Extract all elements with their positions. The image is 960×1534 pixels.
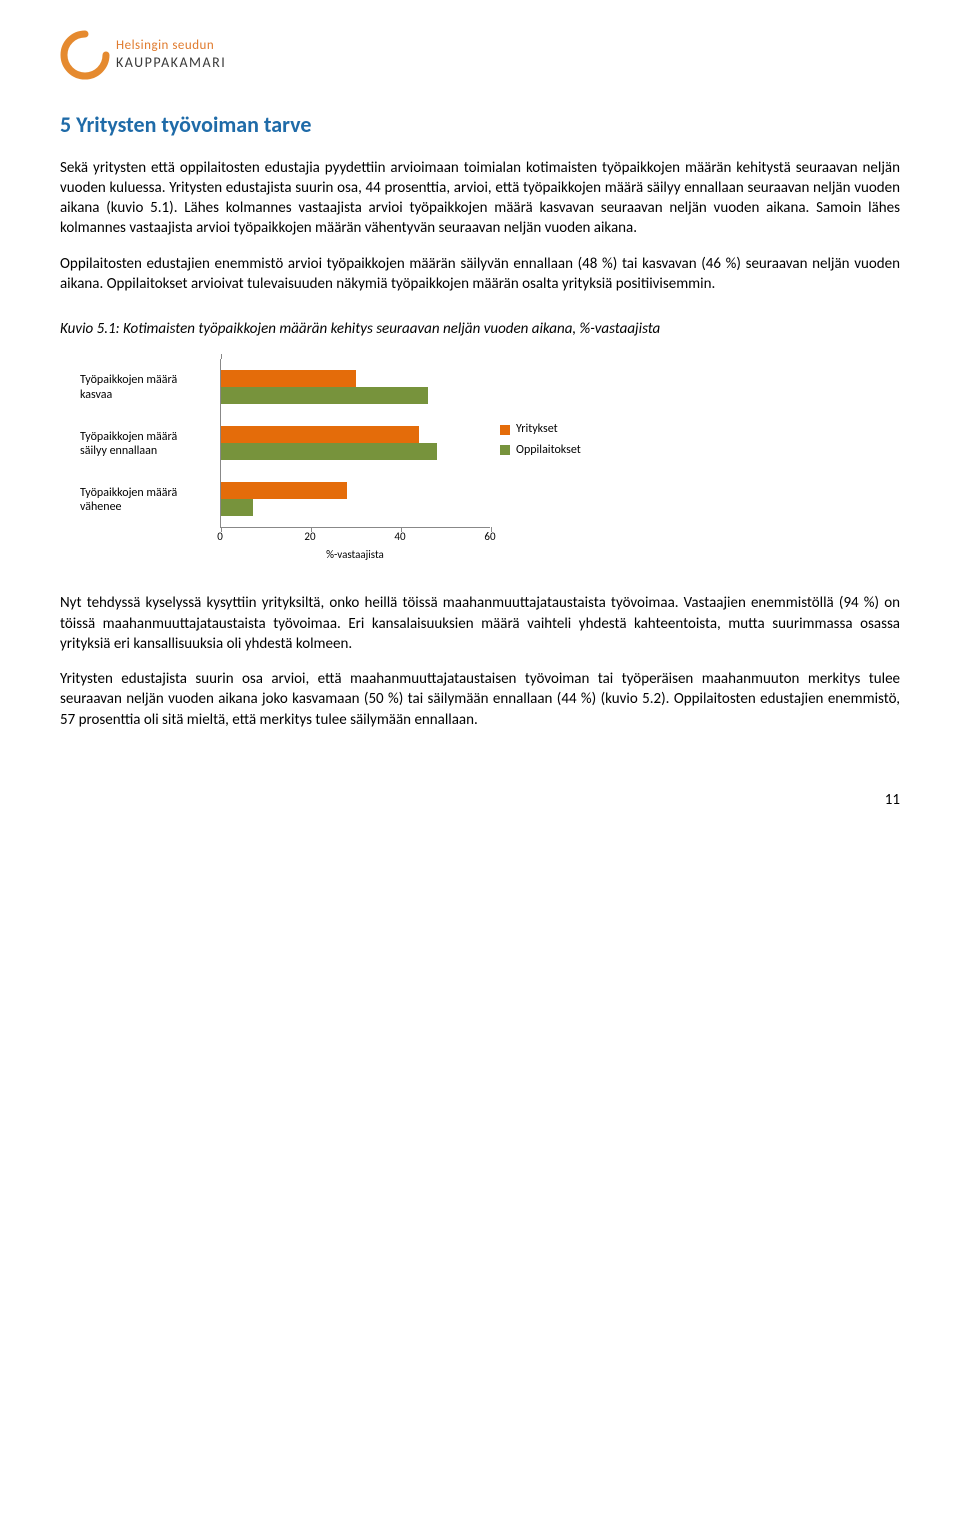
y-axis-label: Työpaikkojen määräkasvaa: [80, 360, 212, 416]
bar: [221, 499, 253, 516]
legend-item: Yritykset: [500, 421, 581, 437]
logo-arc-icon: [60, 30, 110, 80]
y-axis-label: Työpaikkojen määrävähenee: [80, 472, 212, 528]
bar-group: [221, 359, 490, 415]
paragraph-1: Sekä yritysten että oppilaitosten edusta…: [60, 158, 900, 239]
chart-legend: Yritykset Oppilaitokset: [500, 421, 581, 461]
page-number: 11: [60, 790, 900, 810]
legend-swatch-icon: [500, 445, 510, 455]
x-tick-label: 0: [217, 530, 223, 545]
legend-swatch-icon: [500, 425, 510, 435]
logo: Helsingin seudun KAUPPAKAMARI: [60, 30, 900, 80]
y-axis-label: Työpaikkojen määräsäilyy ennallaan: [80, 416, 212, 472]
paragraph-2: Oppilaitosten edustajien enemmistö arvio…: [60, 254, 900, 295]
bar: [221, 482, 347, 499]
plot-area: [220, 359, 490, 528]
paragraph-4: Yritysten edustajista suurin osa arvioi,…: [60, 669, 900, 730]
legend-label: Yritykset: [516, 421, 558, 437]
logo-line2: KAUPPAKAMARI: [116, 54, 226, 73]
y-axis-labels: Työpaikkojen määräkasvaaTyöpaikkojen mää…: [80, 359, 220, 528]
x-tick-label: 60: [484, 530, 495, 545]
bar-group: [221, 415, 490, 471]
logo-text: Helsingin seudun KAUPPAKAMARI: [116, 37, 226, 73]
section-title: 5 Yritysten työvoiman tarve: [60, 110, 900, 140]
x-tick-label: 40: [394, 530, 405, 545]
legend-item: Oppilaitokset: [500, 442, 581, 458]
x-tick-label: 20: [304, 530, 315, 545]
bar: [221, 443, 437, 460]
bar-chart: Työpaikkojen määräkasvaaTyöpaikkojen mää…: [60, 359, 900, 563]
figure-caption: Kuvio 5.1: Kotimaisten työpaikkojen määr…: [60, 319, 900, 339]
x-axis-ticks: 0204060: [220, 528, 490, 546]
bar-group: [221, 471, 490, 527]
legend-label: Oppilaitokset: [516, 442, 581, 458]
paragraph-3: Nyt tehdyssä kyselyssä kysyttiin yrityks…: [60, 593, 900, 654]
bar: [221, 370, 356, 387]
bar: [221, 426, 419, 443]
logo-line1: Helsingin seudun: [116, 37, 226, 55]
bar: [221, 387, 428, 404]
x-axis-title: %-vastaajista: [220, 548, 490, 563]
